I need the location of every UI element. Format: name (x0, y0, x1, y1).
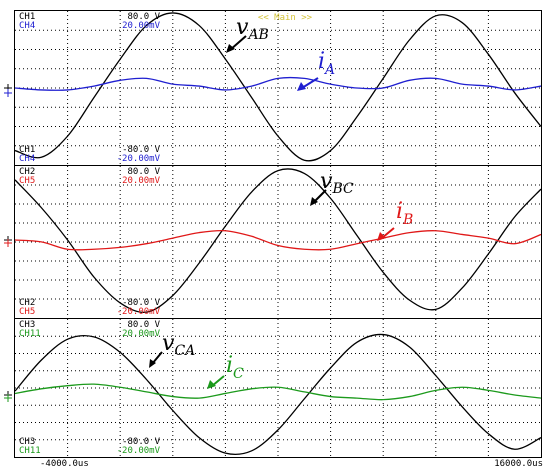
panel2-bottom-channel-b: CH5 (19, 307, 35, 317)
svg-text:vAB: vAB (236, 15, 269, 43)
panel1-bottom-channel-a: CH1 (19, 145, 35, 155)
panel3-bottom-channel-b: CH11 (19, 446, 41, 456)
panel2-bottom-range-a: -80.0 V (122, 298, 161, 308)
ground-marker-panel1 (4, 84, 12, 97)
svg-text:vCA: vCA (162, 331, 195, 359)
panel1-top-range-b: 20.00mV (122, 21, 161, 31)
panel1-bottom-range-b: -20.00mV (117, 154, 161, 164)
annotation-vca-arrowhead (149, 359, 156, 368)
panel3-top-range-a: 80.0 V (127, 320, 160, 330)
annotation-ic-main: i (226, 353, 233, 378)
annotation-vab-main: v (236, 15, 249, 40)
time-axis-end: 16000.0us (494, 459, 543, 468)
panel1-bottom-channel-b: CH4 (19, 154, 35, 164)
panel1-top-range-a: 80.0 V (127, 12, 160, 22)
trace-ch4 (14, 76, 542, 91)
svg-text:iA: iA (318, 49, 335, 78)
annotation-vab-arrowhead (226, 44, 235, 53)
annotation-ic: iC (207, 353, 244, 389)
panel2-top-channel-b: CH5 (19, 176, 35, 186)
annotation-vab-sub: AB (246, 27, 268, 43)
panel3-bottom-range-a: -80.0 V (122, 437, 161, 447)
annotation-vbc-arrowhead (310, 197, 318, 206)
ground-marker-panel2 (4, 236, 12, 247)
annotation-vbc-arrow (313, 189, 327, 203)
annotation-ia-arrowhead (297, 82, 306, 91)
annotation-ib: iB (377, 199, 413, 241)
annotation-vbc-sub: BC (331, 181, 354, 197)
annotation-ia-arrow (301, 77, 319, 89)
trace-ch5 (14, 229, 542, 251)
annotation-vbc-main: v (320, 169, 333, 194)
panel3-top-channel-a: CH3 (19, 320, 35, 330)
panel3-top-channel-b: CH11 (19, 329, 41, 339)
panel2-top-channel-a: CH2 (19, 167, 35, 177)
ground-marker-panel3 (4, 391, 12, 402)
svg-text:vBC: vBC (320, 169, 354, 197)
annotation-vab: vAB (226, 15, 269, 53)
traces (14, 12, 542, 456)
annotation-ia-sub: A (323, 62, 335, 78)
trace-ch2 (14, 168, 542, 313)
window-title: << Main >> (258, 13, 313, 23)
annotation-ib-arrowhead (377, 232, 386, 241)
panel1-bottom-range-a: -80.0 V (122, 145, 161, 155)
annotation-ib-main: i (396, 199, 403, 224)
annotation-vca: vCA (149, 331, 195, 368)
trace-ch1 (14, 12, 542, 162)
annotation-vca-main: v (162, 331, 175, 356)
annotation-vca-sub: CA (174, 343, 195, 359)
panel1-top-channel-a: CH1 (19, 12, 35, 22)
panel2-top-range-b: 20.00mV (122, 176, 161, 186)
annotation-ia-main: i (318, 49, 325, 74)
annotation-ic-sub: C (233, 366, 244, 382)
annotation-ia: iA (297, 49, 335, 91)
panel3-bottom-channel-a: CH3 (19, 437, 35, 447)
annotation-ib-sub: B (402, 212, 413, 228)
panel1-top-channel-b: CH4 (19, 21, 35, 31)
panel3-bottom-range-b: -20.00mV (117, 446, 161, 456)
time-axis-start: -4000.0us (40, 459, 89, 468)
panel2-bottom-channel-a: CH2 (19, 298, 35, 308)
trace-ch11 (14, 383, 542, 401)
panel2-top-range-a: 80.0 V (127, 167, 160, 177)
grid (15, 11, 541, 457)
plot-frame (14, 10, 542, 458)
svg-text:iB: iB (396, 199, 413, 228)
annotation-ic-arrowhead (207, 380, 216, 389)
svg-text:iC: iC (226, 353, 244, 382)
panel3-top-range-b: 20.00mV (122, 329, 161, 339)
trace-ch3 (14, 333, 542, 456)
panel2-bottom-range-b: -20.00mV (117, 307, 161, 317)
annotation-vbc: vBC (310, 169, 354, 206)
